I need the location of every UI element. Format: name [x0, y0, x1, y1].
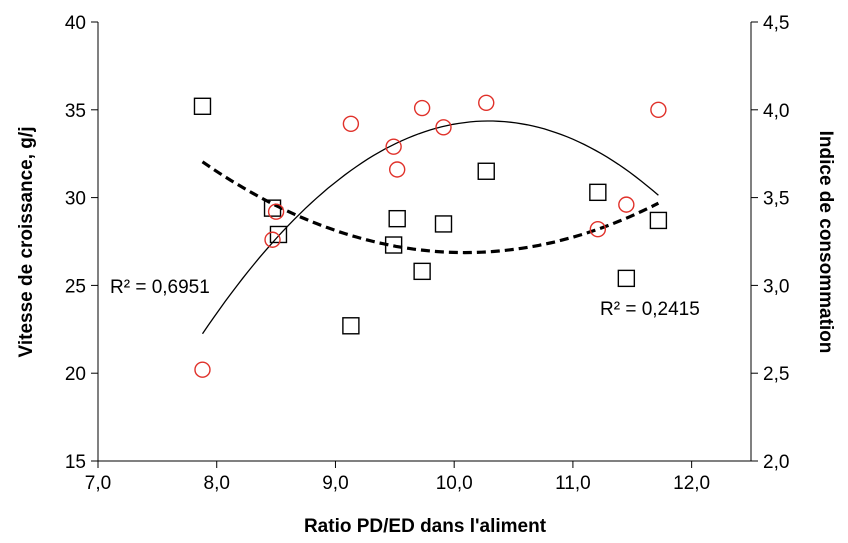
circle-point — [264, 231, 281, 248]
circle-point — [435, 119, 452, 136]
circle-point — [385, 138, 402, 155]
y-right-tick-label: 3,0 — [763, 276, 789, 297]
y-left-axis-title: Vitesse de croissance, g/j — [16, 127, 37, 358]
circle-point — [618, 196, 635, 213]
r2-label-squares: R² = 0,2415 — [600, 299, 700, 320]
square-point — [384, 236, 403, 254]
x-tick-label: 11,0 — [555, 473, 591, 494]
square-point — [413, 262, 431, 281]
y-left-tick-label: 40 — [65, 13, 86, 34]
circle-point — [413, 99, 431, 117]
circle-point — [194, 361, 211, 378]
x-tick-label: 12,0 — [673, 473, 710, 494]
y-left-tick-label: 20 — [65, 364, 86, 385]
square-point — [589, 183, 607, 202]
x-tick-label: 10,0 — [436, 473, 473, 494]
axes: 7,0 8,0 9,0 10,0 11,0 12,0 15 20 25 30 35 40 2,0 2,5 3… — [65, 13, 790, 494]
y-right-tick-label: 4,0 — [763, 101, 789, 122]
r2-label-circles: R² = 0,6951 — [110, 277, 210, 298]
y-right-tick-label: 2,5 — [763, 364, 789, 385]
square-point — [388, 209, 406, 228]
x-axis-title: Ratio PD/ED dans l'aliment — [304, 516, 547, 537]
circle-point — [589, 221, 607, 238]
square-point — [617, 269, 636, 288]
square-point — [263, 199, 282, 217]
y-left-tick-label: 25 — [65, 276, 86, 297]
y-right-tick-label: 3,5 — [763, 189, 789, 210]
y-right-axis-title: Indice de consommation — [815, 131, 836, 354]
circle-point — [388, 161, 406, 178]
circle-point — [478, 94, 495, 111]
circle-point — [267, 203, 285, 220]
data-marks — [193, 94, 668, 378]
square-point — [434, 215, 453, 233]
x-tick-label: 8,0 — [204, 473, 230, 494]
x-tick-label: 9,0 — [322, 473, 348, 494]
trendline-squares — [201, 160, 660, 255]
square-point — [477, 162, 495, 180]
y-left-tick-label: 30 — [65, 189, 86, 210]
y-right-tick-label: 4,5 — [763, 13, 789, 34]
square-point — [193, 97, 212, 115]
circle-point — [342, 115, 360, 133]
square-point — [342, 317, 360, 335]
circle-point — [650, 101, 667, 119]
square-point — [649, 211, 668, 230]
x-tick-label: 7,0 — [85, 473, 111, 494]
y-left-tick-label: 15 — [65, 452, 86, 473]
square-point — [269, 225, 288, 244]
y-right-tick-label: 2,0 — [763, 452, 789, 473]
y-left-tick-label: 35 — [65, 101, 86, 122]
